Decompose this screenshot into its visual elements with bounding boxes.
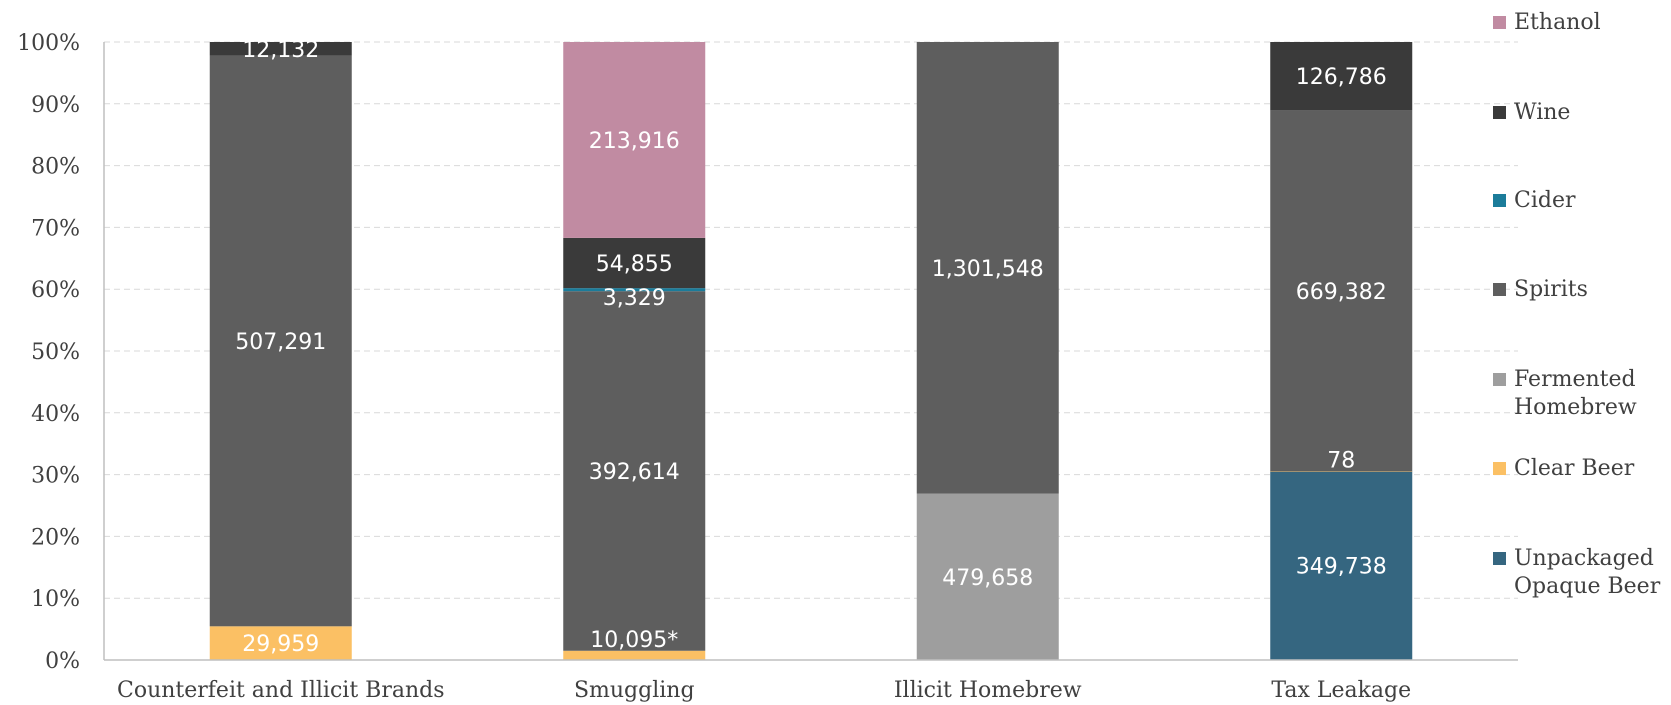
legend-label: Fermented Homebrew bbox=[1514, 367, 1637, 420]
legend-label: Spirits bbox=[1514, 277, 1588, 302]
data-labels: 29,959 507,291 12,132 10,095* 392,614 3,329 54… bbox=[235, 38, 1386, 657]
bar-segment bbox=[916, 493, 1059, 660]
legend-swatch bbox=[1493, 373, 1506, 386]
y-tick-label: 40% bbox=[31, 402, 80, 427]
legend-label: Clear Beer bbox=[1514, 456, 1635, 481]
legend: Ethanol Wine Cider Spirits Fermented Homebrew… bbox=[1493, 10, 1661, 599]
data-label: 12,132 bbox=[242, 38, 319, 63]
x-category-label: Smuggling bbox=[574, 678, 695, 703]
data-label: 213,916 bbox=[589, 129, 680, 154]
legend-swatch bbox=[1493, 462, 1506, 475]
bar-segment bbox=[563, 237, 706, 289]
data-label: 3,329 bbox=[603, 286, 666, 311]
data-label: 54,855 bbox=[596, 252, 673, 277]
bar-segment bbox=[1270, 471, 1413, 660]
data-label: 29,959 bbox=[242, 632, 319, 657]
legend-label-line: Fermented bbox=[1514, 367, 1636, 392]
bar-segment bbox=[563, 291, 706, 651]
bar-segment bbox=[563, 42, 706, 238]
legend-label: Cider bbox=[1514, 188, 1576, 213]
y-tick-label: 100% bbox=[17, 31, 80, 56]
data-label: 1,301,548 bbox=[932, 257, 1044, 282]
y-axis: 0% 10% 20% 30% 40% 50% 60% 70% 80% 90% 100% bbox=[17, 31, 105, 674]
legend-label-line: Opaque Beer bbox=[1514, 574, 1661, 599]
bar-segment bbox=[209, 626, 352, 660]
legend-swatch bbox=[1493, 16, 1506, 29]
bars bbox=[209, 42, 1413, 660]
bar-segment bbox=[209, 55, 352, 627]
legend-swatch bbox=[1493, 283, 1506, 296]
y-tick-label: 10% bbox=[31, 587, 80, 612]
bar-segment bbox=[1270, 110, 1413, 472]
data-label: 10,095* bbox=[590, 628, 678, 653]
y-tick-label: 30% bbox=[31, 464, 80, 489]
x-category-label: Illicit Homebrew bbox=[894, 678, 1082, 703]
data-label: 479,658 bbox=[942, 566, 1033, 591]
x-axis: Counterfeit and Illicit Brands Smuggling I… bbox=[104, 659, 1518, 703]
y-tick-label: 90% bbox=[31, 93, 80, 118]
bar-segment bbox=[1270, 471, 1413, 472]
y-tick-label: 60% bbox=[31, 278, 80, 303]
y-tick-label: 0% bbox=[45, 649, 80, 674]
legend-label: Unpackaged Opaque Beer bbox=[1514, 546, 1661, 599]
legend-label: Wine bbox=[1514, 100, 1570, 125]
bar-segment bbox=[209, 42, 352, 56]
legend-label-line: Homebrew bbox=[1514, 395, 1637, 420]
y-tick-label: 70% bbox=[31, 216, 80, 241]
legend-swatch bbox=[1493, 552, 1506, 565]
legend-swatch bbox=[1493, 106, 1506, 119]
legend-label: Ethanol bbox=[1514, 10, 1601, 35]
bar-segment bbox=[916, 42, 1059, 494]
data-label: 392,614 bbox=[589, 460, 680, 485]
x-category-label: Counterfeit and Illicit Brands bbox=[117, 678, 445, 703]
y-tick-label: 50% bbox=[31, 340, 80, 365]
data-label: 126,786 bbox=[1296, 65, 1387, 90]
legend-label-line: Unpackaged bbox=[1514, 546, 1654, 571]
legend-swatch bbox=[1493, 194, 1506, 207]
bar-segment bbox=[563, 288, 706, 292]
y-tick-label: 20% bbox=[31, 525, 80, 550]
bar-segment bbox=[563, 650, 706, 660]
data-label: 507,291 bbox=[235, 330, 326, 355]
data-label: 669,382 bbox=[1296, 280, 1387, 305]
x-category-label: Tax Leakage bbox=[1271, 678, 1411, 703]
data-label: 349,738 bbox=[1296, 555, 1387, 580]
bar-segment bbox=[1270, 42, 1413, 111]
data-label: 78 bbox=[1327, 448, 1355, 473]
y-tick-label: 80% bbox=[31, 155, 80, 180]
